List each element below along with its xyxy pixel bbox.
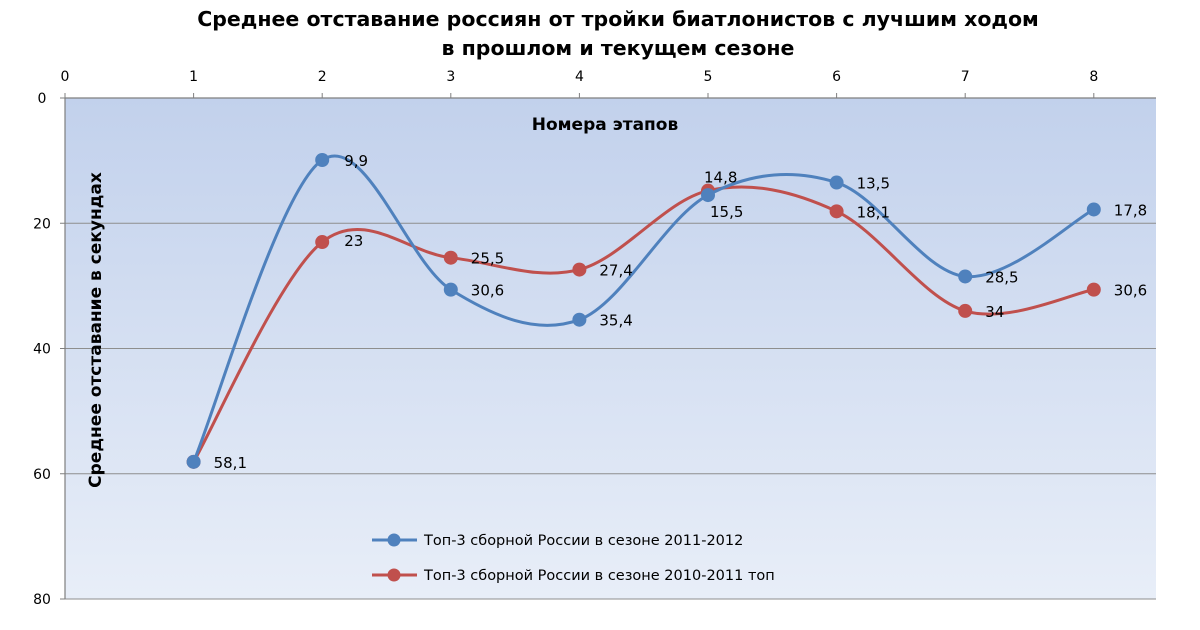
data-label-s1-2: 9,9 bbox=[344, 152, 368, 170]
chart-title-line-1: Среднее отставание россиян от тройки биа… bbox=[197, 7, 1039, 31]
series-2-point-3 bbox=[443, 250, 458, 265]
series-1-point-7 bbox=[958, 269, 973, 284]
data-labels: 58,1 9,9 30,6 35,4 15,5 13,5 28,5 17,8 23 25,5 27,… bbox=[214, 152, 1148, 472]
series-2-point-7 bbox=[958, 303, 973, 318]
series-1-point-8 bbox=[1086, 202, 1101, 217]
x-tick-label-8: 8 bbox=[1089, 69, 1098, 85]
series-1-point-1 bbox=[186, 454, 201, 469]
series-2-point-2 bbox=[315, 235, 330, 250]
x-tick-label-7: 7 bbox=[961, 69, 970, 85]
legend-marker-1 bbox=[387, 533, 401, 547]
series-layer bbox=[186, 152, 1101, 469]
x-tick-label-2: 2 bbox=[318, 69, 327, 85]
y-tick-label-60: 60 bbox=[33, 467, 51, 483]
y-tick-label-80: 80 bbox=[33, 592, 51, 608]
series-1-point-3 bbox=[443, 282, 458, 297]
x-tick-label-0: 0 bbox=[61, 69, 70, 85]
x-tick-label-3: 3 bbox=[446, 69, 455, 85]
data-label-s1-7: 28,5 bbox=[985, 268, 1018, 286]
y-tick-label-40: 40 bbox=[33, 342, 51, 358]
series-1-point-2 bbox=[315, 152, 330, 167]
series-1-point-5 bbox=[701, 188, 715, 203]
x-tick-label-5: 5 bbox=[704, 69, 713, 85]
y-tick-label-20: 20 bbox=[33, 216, 51, 232]
data-label-s2-8: 30,6 bbox=[1114, 282, 1147, 300]
gridlines bbox=[65, 222, 1156, 600]
y-tick-label-0: 0 bbox=[38, 91, 47, 107]
data-label-s2-2: 23 bbox=[344, 232, 363, 250]
legend-marker-2 bbox=[387, 568, 401, 582]
data-label-s1-1: 58,1 bbox=[214, 454, 247, 472]
data-label-s2-3: 25,5 bbox=[471, 250, 504, 268]
data-label-s2-7: 34 bbox=[985, 303, 1004, 321]
data-label-s2-6: 18,1 bbox=[857, 203, 890, 221]
legend-label-1: Топ-3 сборной России в сезоне 2011-2012 bbox=[423, 533, 743, 549]
data-label-s2-5: 14,8 bbox=[704, 169, 737, 187]
data-label-s2-4: 27,4 bbox=[599, 262, 632, 280]
x-tick-label-4: 4 bbox=[575, 69, 584, 85]
data-label-s1-8: 17,8 bbox=[1114, 201, 1147, 219]
series-2-point-8 bbox=[1086, 282, 1101, 297]
series-2-point-4 bbox=[572, 262, 587, 277]
series-1-point-6 bbox=[829, 175, 844, 190]
x-axis-title: Номера этапов bbox=[532, 115, 679, 135]
data-label-s1-4: 35,4 bbox=[599, 312, 632, 330]
series-2-point-6 bbox=[829, 204, 844, 219]
data-label-s1-6: 13,5 bbox=[857, 175, 890, 193]
legend-label-2: Топ-3 сборной России в сезоне 2010-2011 … bbox=[423, 568, 775, 584]
data-label-s1-5: 15,5 bbox=[710, 203, 743, 221]
data-label-s1-3: 30,6 bbox=[471, 282, 504, 300]
series-1-point-4 bbox=[572, 312, 587, 327]
series-line-1 bbox=[192, 154, 1095, 463]
x-tick-label-1: 1 bbox=[189, 69, 198, 85]
legend: Топ-3 сборной России в сезоне 2011-2012 Т… bbox=[372, 533, 775, 584]
x-tick-label-6: 6 bbox=[832, 69, 841, 85]
y-axis-title: Среднее отставание в секундах bbox=[86, 172, 106, 488]
chart-title-line-2: в прошлом и текущем сезоне bbox=[442, 36, 795, 60]
